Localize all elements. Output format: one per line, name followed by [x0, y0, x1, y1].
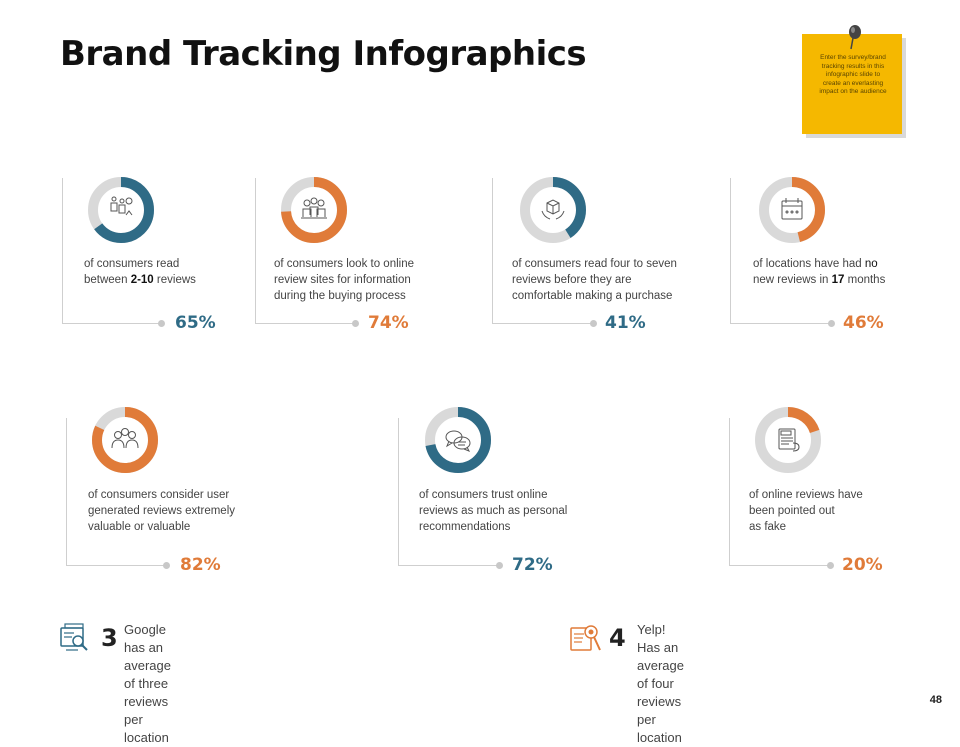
stat-dot: [828, 320, 835, 327]
donut-arc: [88, 177, 154, 243]
stat-dot: [158, 320, 165, 327]
stat-frame: [730, 178, 831, 324]
stat-frame: [255, 178, 356, 324]
stat-frame: [729, 418, 830, 566]
sticky-note-text: Enter the survey/brand tracking results …: [819, 54, 887, 95]
fake-document-icon: [778, 428, 800, 452]
stat-frame: [492, 178, 593, 324]
donut-chart-46: [759, 177, 825, 243]
pushpin-icon: [849, 25, 861, 50]
donut-arc: [520, 177, 586, 243]
stat-percent: 65%: [175, 313, 216, 333]
page-number: 48: [929, 694, 942, 706]
sticky-note: Enter the survey/brand tracking results …: [802, 34, 902, 134]
donut-chart-65: [88, 177, 154, 243]
donut-arc: [425, 407, 491, 473]
review-award-icon: [570, 625, 601, 651]
stat-percent: 82%: [180, 555, 221, 575]
yelp-review-count: 4: [609, 624, 626, 652]
google-review-count: 3: [101, 624, 118, 652]
donut-chart-72: [425, 407, 491, 473]
stat-dot: [496, 562, 503, 569]
stat-percent: 72%: [512, 555, 553, 575]
page-title: Brand Tracking Infographics: [60, 34, 587, 74]
donut-arc: [755, 407, 821, 473]
donut-arc: [759, 177, 825, 243]
stat-description: of locations have had no new reviews in …: [753, 258, 886, 286]
stat-dot: [352, 320, 359, 327]
stat-percent: 41%: [605, 313, 646, 333]
stat-percent: 46%: [843, 313, 884, 333]
stat-description: of consumers trust online reviews as muc…: [419, 489, 568, 533]
donut-chart-74: [281, 177, 347, 243]
donut-arc: [281, 177, 347, 243]
calendar-icon: [781, 198, 803, 220]
group-meeting-icon: [301, 197, 327, 219]
stat-description: of consumers read four to seven reviews …: [512, 258, 677, 302]
stat-frame: [398, 418, 499, 566]
people-review-icon: [110, 196, 133, 216]
stat-dot: [590, 320, 597, 327]
stat-description: of consumers look to online review sites…: [274, 258, 414, 302]
donut-chart-82: [92, 407, 158, 473]
stat-frame: [66, 418, 167, 566]
donut-chart-20: [755, 407, 821, 473]
stat-percent: 20%: [842, 555, 883, 575]
stat-description: of online reviews have been pointed out …: [749, 489, 863, 533]
users-group-icon: [111, 428, 139, 449]
stat-description: of consumers consider user generated rev…: [88, 489, 236, 533]
donut-chart-41: [520, 177, 586, 243]
yelp-review-text: Yelp! Has an average of four reviews per…: [637, 622, 684, 745]
stat-dot: [163, 562, 170, 569]
box-hands-icon: [541, 199, 565, 220]
chat-bubbles-icon: [445, 430, 471, 452]
google-review-text: Google has an average of three reviews p…: [124, 622, 171, 745]
donut-arc: [92, 407, 158, 473]
stat-frame: [62, 178, 163, 324]
stat-percent: 74%: [368, 313, 409, 333]
stat-description: of consumers read between 2-10 reviews: [84, 258, 196, 286]
stat-dot: [827, 562, 834, 569]
review-search-icon: [60, 623, 88, 651]
